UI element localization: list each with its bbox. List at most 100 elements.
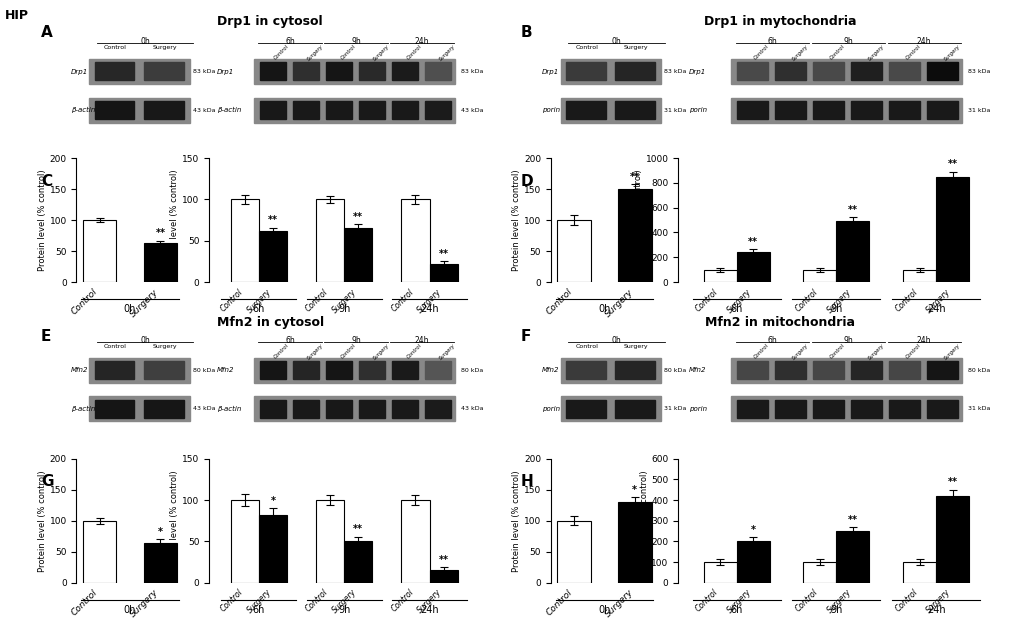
Text: 83 kDa: 83 kDa [967,69,989,74]
Bar [774,361,805,379]
Text: **: ** [155,228,165,238]
Bar [560,59,660,84]
Bar [812,100,843,118]
Bar [144,62,183,80]
Text: **: ** [353,524,363,534]
Y-axis label: Protein level (% control): Protein level (% control) [38,169,47,271]
Bar [230,500,259,583]
Bar [401,500,429,583]
Text: Control: Control [104,343,126,348]
Text: 0h: 0h [610,336,621,345]
Bar [566,62,605,80]
Y-axis label: Protein level (% control): Protein level (% control) [639,470,648,572]
Text: Surgery: Surgery [372,342,390,361]
Text: **: ** [438,249,448,259]
Text: Surgery: Surgery [306,342,324,361]
Text: 6h: 6h [284,37,294,46]
Text: 0h: 0h [123,605,137,615]
Text: Surgery: Surgery [866,43,884,62]
Text: porin: porin [688,107,706,113]
Bar [292,100,319,118]
Text: Surgery: Surgery [791,342,809,361]
Text: porin: porin [541,406,559,412]
Text: B: B [520,25,531,40]
Bar [83,521,116,583]
Y-axis label: Protein level (% control): Protein level (% control) [38,470,47,572]
Text: Surgery: Surgery [943,342,961,361]
Text: Control: Control [575,343,597,348]
Bar [325,361,352,379]
Text: 43 kDa: 43 kDa [193,406,215,411]
Text: Drp1: Drp1 [217,69,234,74]
Bar [731,396,961,422]
Text: 24h: 24h [420,605,438,615]
Bar [556,220,590,282]
Text: 24h: 24h [916,37,930,46]
Text: Mfn2: Mfn2 [217,368,234,373]
Text: HIP: HIP [5,9,30,22]
Text: 9h: 9h [337,605,351,615]
Bar [566,100,605,118]
Text: 31 kDa: 31 kDa [967,107,989,112]
Bar [259,231,286,282]
Text: 80 kDa: 80 kDa [193,368,215,373]
Bar [903,270,935,282]
Text: Surgery: Surgery [624,343,648,348]
Text: **: ** [947,477,957,487]
Text: 31 kDa: 31 kDa [967,406,989,411]
Text: 9h: 9h [351,37,361,46]
Text: Drp1 in cytosol: Drp1 in cytosol [217,16,323,29]
Text: H: H [520,474,533,489]
Text: 24h: 24h [926,304,945,314]
Text: 6h: 6h [766,37,776,46]
Text: 6h: 6h [253,304,265,314]
Bar [254,59,454,84]
Text: Surgery: Surgery [153,343,177,348]
Bar [254,396,454,422]
Text: 80 kDa: 80 kDa [461,368,482,373]
Text: 24h: 24h [420,304,438,314]
Text: C: C [41,174,52,188]
Bar [325,399,352,417]
Text: *: * [158,527,163,537]
Bar [803,270,836,282]
Text: 24h: 24h [916,336,930,345]
Text: G: G [41,474,53,489]
Text: Control: Control [753,43,769,61]
Text: Control: Control [904,342,921,360]
Bar [851,399,880,417]
Bar [144,100,183,118]
Bar [803,562,836,583]
Bar [836,221,868,282]
Text: 6h: 6h [730,304,742,314]
Text: **: ** [947,159,957,169]
Text: *: * [632,485,637,495]
Text: 43 kDa: 43 kDa [461,107,483,112]
Text: **: ** [847,205,857,215]
Bar [359,100,385,118]
Bar [325,100,352,118]
Bar [95,361,135,379]
Text: **: ** [847,515,857,525]
Text: Control: Control [406,43,422,61]
Bar [731,97,961,123]
Text: Control: Control [339,342,357,360]
Bar [391,361,418,379]
Text: A: A [41,25,53,40]
Bar [703,270,736,282]
Text: **: ** [438,555,448,565]
Bar [614,399,654,417]
Text: 80 kDa: 80 kDa [967,368,989,373]
Bar [618,189,651,282]
Bar [566,399,605,417]
Bar [144,243,177,282]
Bar [429,264,458,282]
Bar [731,358,961,383]
Bar [254,358,454,383]
Text: Surgery: Surgery [306,43,324,62]
Bar [851,100,880,118]
Y-axis label: Protein level (% control): Protein level (% control) [512,169,521,271]
Bar [812,361,843,379]
Text: 0h: 0h [123,304,137,314]
Bar [935,496,968,583]
